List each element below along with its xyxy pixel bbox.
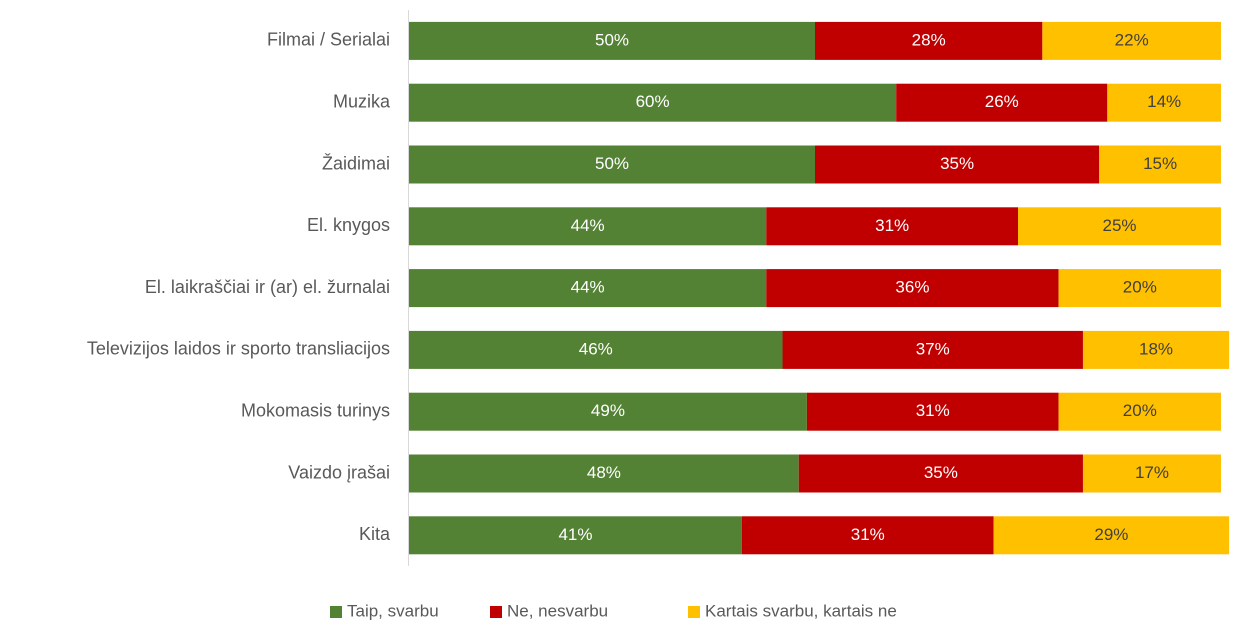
data-label: 15% (1143, 154, 1177, 173)
data-label: 44% (571, 216, 605, 235)
data-label: 46% (579, 339, 613, 358)
bar-segment (409, 83, 897, 122)
category-label: Muzika (333, 91, 391, 111)
bar-segment (409, 516, 742, 555)
data-label: 44% (571, 278, 605, 297)
data-label: 18% (1139, 339, 1173, 358)
data-label: 50% (595, 154, 629, 173)
bar-segment (896, 83, 1108, 122)
data-label: 35% (924, 463, 958, 482)
bar-segment (782, 330, 1083, 369)
category-label: El. laikraščiai ir (ar) el. žurnalai (145, 277, 390, 297)
category-label: Žaidimai (322, 153, 390, 173)
legend-label: Taip, svarbu (347, 601, 439, 620)
bar-segment (806, 392, 1059, 431)
category-label: Mokomasis turinys (241, 400, 390, 420)
bar-segment (1058, 392, 1221, 431)
category-label: Kita (359, 524, 391, 544)
legend-label: Ne, nesvarbu (507, 601, 608, 620)
bar-segment (1107, 83, 1221, 122)
data-label: 31% (875, 216, 909, 235)
bar-segment (409, 454, 799, 493)
data-label: 26% (985, 92, 1019, 111)
data-label: 36% (895, 278, 929, 297)
legend-swatch (330, 606, 342, 618)
data-label: 35% (940, 154, 974, 173)
category-label: Vaizdo įrašai (288, 462, 390, 482)
bar-segment (1042, 21, 1221, 60)
bar-segment (815, 21, 1043, 60)
bar-segment (1082, 330, 1230, 369)
bar-segment (766, 269, 1059, 308)
category-label: Filmai / Serialai (267, 30, 390, 50)
bar-segment (409, 330, 783, 369)
bar-segment (409, 145, 815, 184)
bar-segment (766, 207, 1018, 246)
data-label: 48% (587, 463, 621, 482)
data-label: 25% (1102, 216, 1136, 235)
legend-label: Kartais svarbu, kartais ne (705, 601, 897, 620)
bar-segment (1058, 269, 1221, 308)
data-label: 29% (1094, 525, 1128, 544)
data-label: 17% (1135, 463, 1169, 482)
legend-swatch (688, 606, 700, 618)
bar-segment (409, 21, 815, 60)
bar-segment (798, 454, 1083, 493)
bar-segment (741, 516, 994, 555)
category-label: Televizijos laidos ir sporto transliacij… (87, 339, 390, 359)
bar-segment (409, 207, 767, 246)
data-label: 50% (595, 30, 629, 49)
legend-swatch (490, 606, 502, 618)
bar-segment (1082, 454, 1221, 493)
data-label: 49% (591, 401, 625, 420)
data-label: 14% (1147, 92, 1181, 111)
category-label: El. knygos (307, 215, 390, 235)
data-label: 28% (912, 30, 946, 49)
bar-segment (409, 269, 767, 308)
data-label: 37% (916, 339, 950, 358)
data-label: 31% (851, 525, 885, 544)
data-label: 41% (558, 525, 592, 544)
bar-segment (1099, 145, 1221, 184)
bar-segment (409, 392, 807, 431)
bar-segment (815, 145, 1100, 184)
data-label: 31% (916, 401, 950, 420)
data-label: 20% (1123, 278, 1157, 297)
data-label: 20% (1123, 401, 1157, 420)
data-label: 22% (1115, 30, 1149, 49)
bar-segment (1018, 207, 1221, 246)
data-label: 60% (636, 92, 670, 111)
bar-segment (993, 516, 1230, 555)
